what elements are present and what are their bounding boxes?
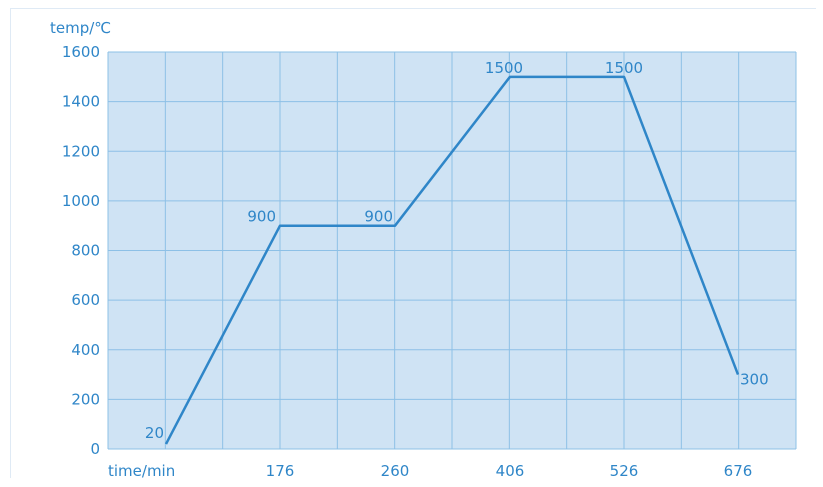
x-tick-labels: 176 260 406 526 676: [266, 462, 753, 480]
x-tick-label: 676: [724, 462, 753, 480]
data-label: 300: [740, 371, 769, 389]
grid-lines: [107, 51, 797, 450]
y-tick-labels: 0 200 400 600 800 1000 1200 1400 1600: [62, 43, 100, 458]
y-tick-label: 1000: [62, 192, 100, 210]
y-tick-label: 200: [71, 390, 100, 408]
y-tick-label: 1400: [62, 93, 100, 111]
y-tick-label: 600: [71, 291, 100, 309]
y-axis-label: temp/℃: [50, 19, 111, 37]
data-label: 20: [145, 424, 164, 442]
data-label: 900: [247, 208, 276, 226]
y-tick-label: 800: [71, 242, 100, 260]
x-axis-label: time/min: [108, 462, 175, 480]
data-label: 1500: [605, 59, 643, 77]
y-tick-label: 1600: [62, 43, 100, 61]
temperature-line: [164, 75, 740, 445]
chart-frame: [10, 8, 816, 478]
x-tick-label: 260: [381, 462, 410, 480]
data-label: 1500: [485, 59, 523, 77]
x-tick-label: 406: [496, 462, 525, 480]
y-tick-label: 0: [90, 440, 100, 458]
y-tick-label: 1200: [62, 142, 100, 160]
x-tick-label: 176: [266, 462, 295, 480]
y-tick-label: 400: [71, 341, 100, 359]
data-label: 900: [364, 208, 393, 226]
x-tick-label: 526: [610, 462, 639, 480]
data-labels: 20 900 900 1500 1500 300: [145, 59, 769, 442]
